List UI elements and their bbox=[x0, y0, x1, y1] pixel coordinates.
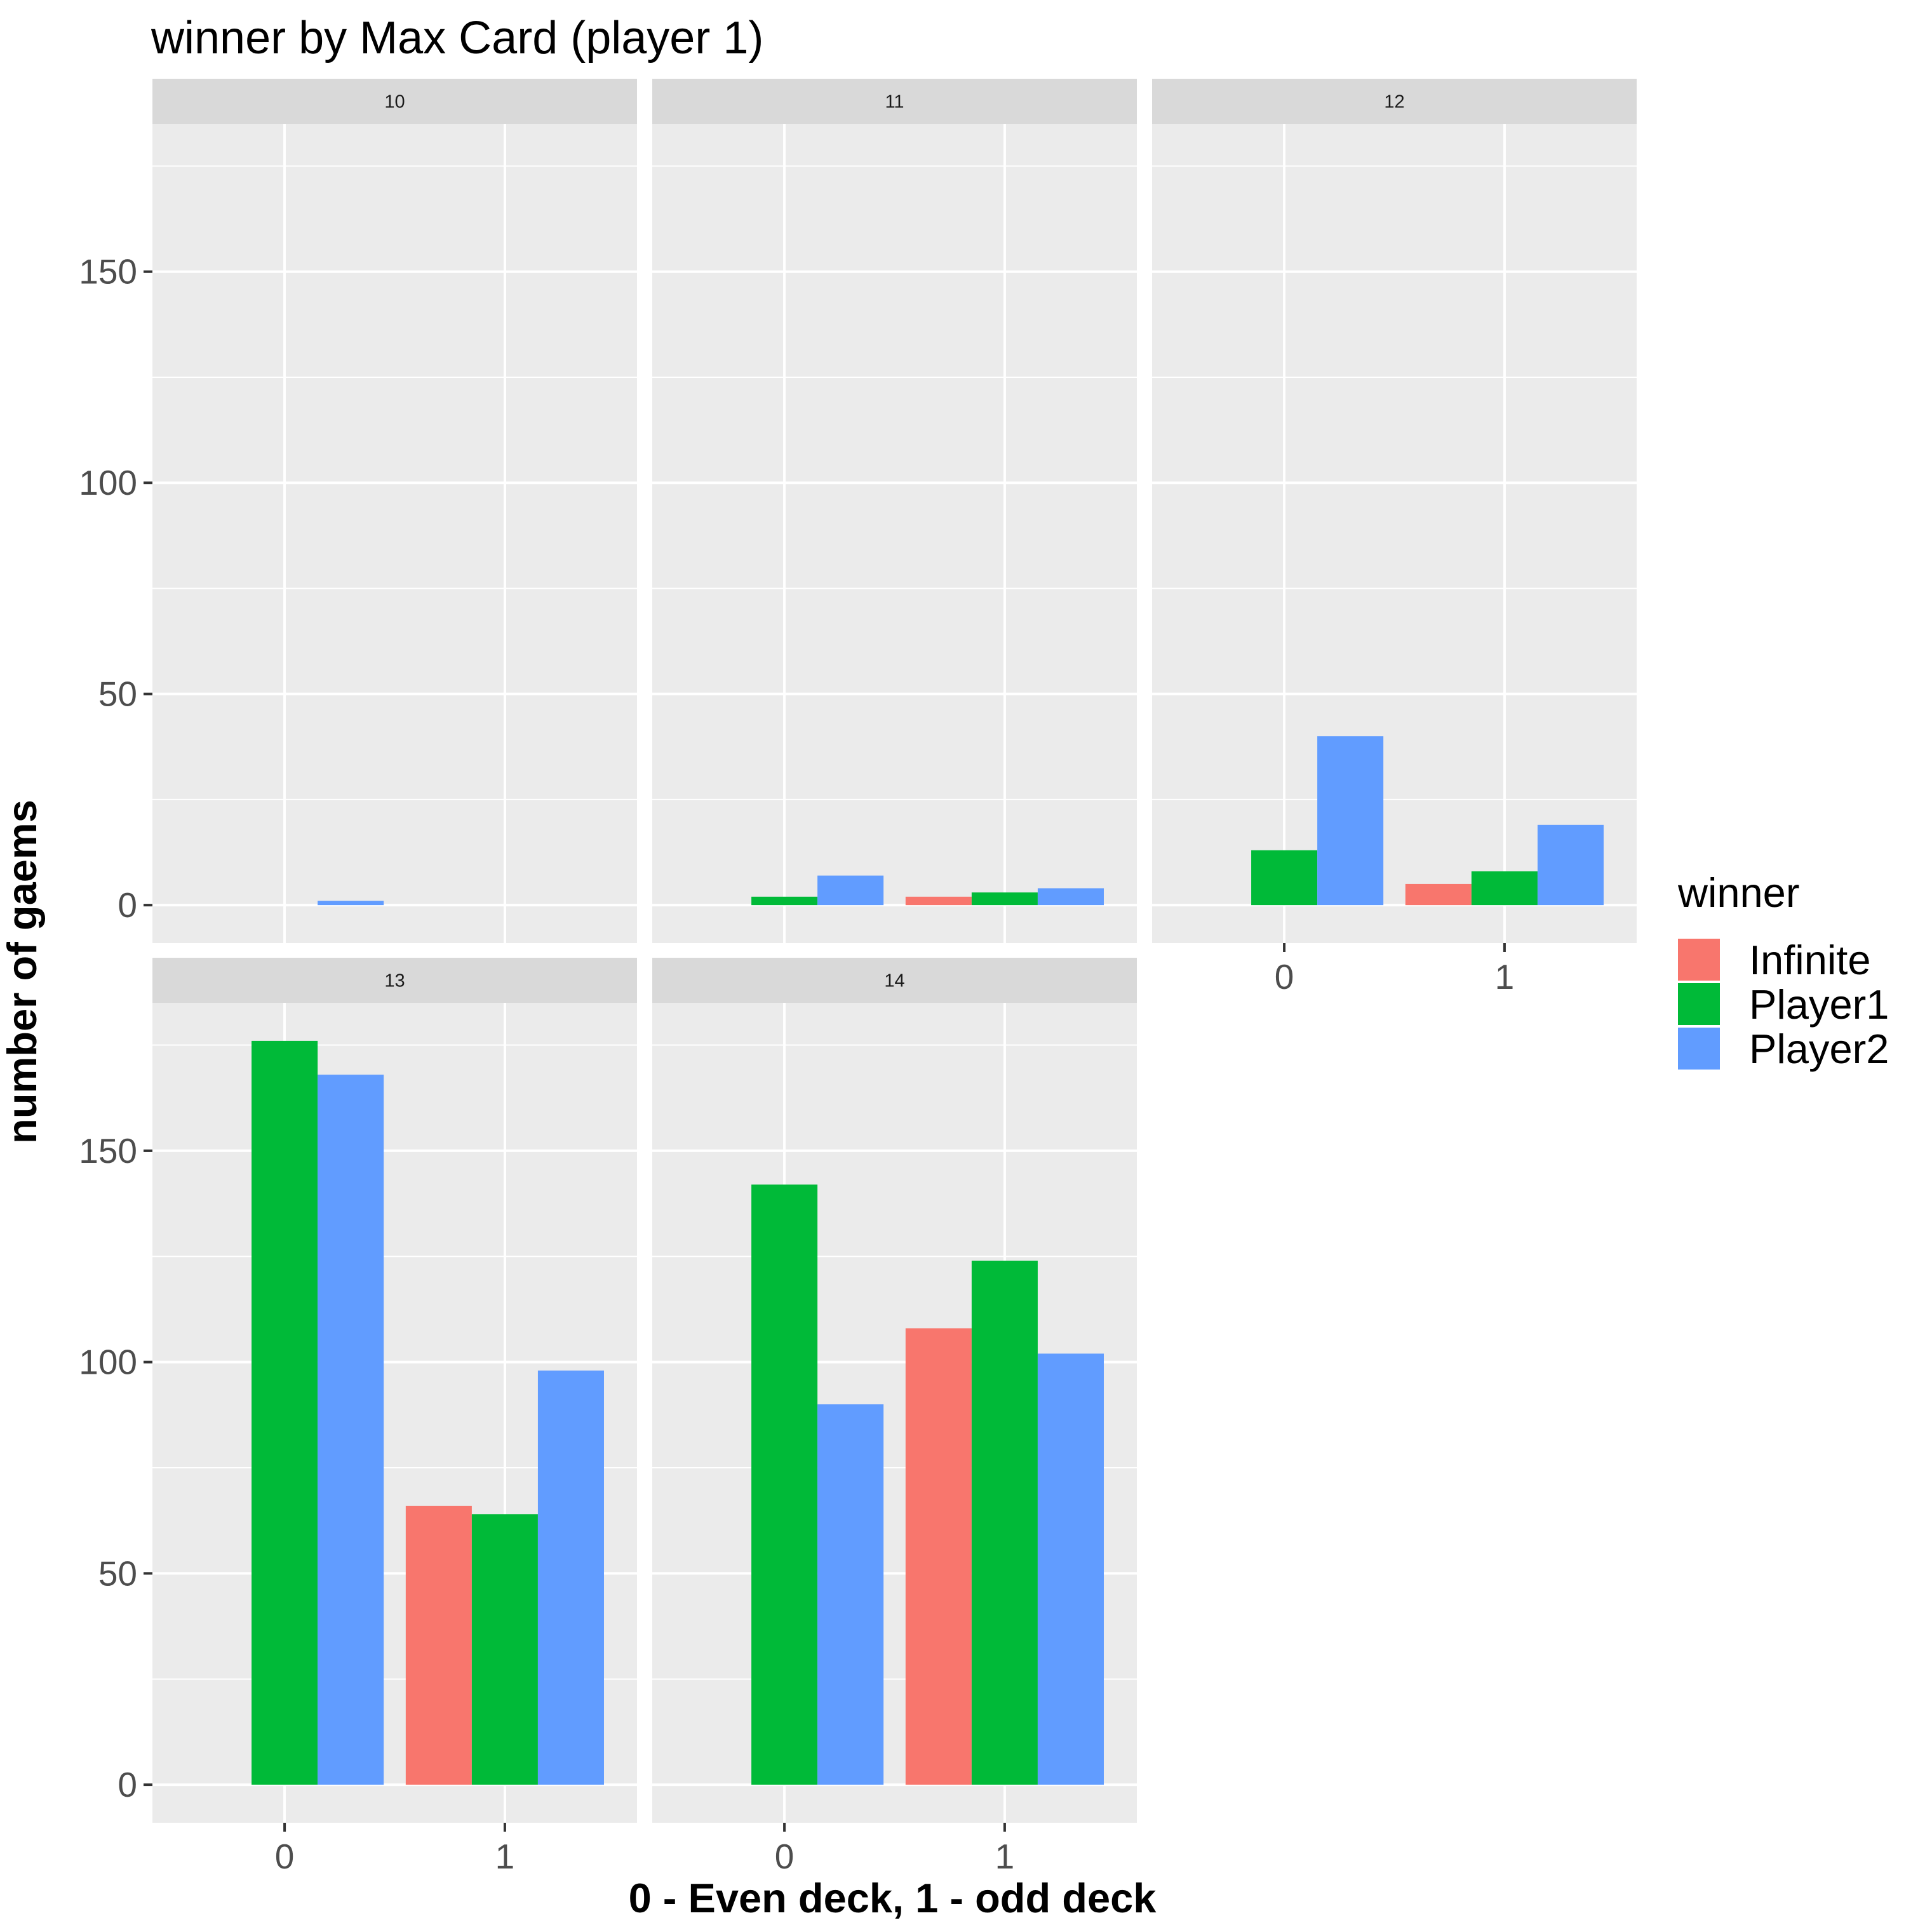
bar-infinite-1 bbox=[905, 1328, 972, 1785]
bar-player2-0 bbox=[817, 875, 884, 906]
panel-background bbox=[1152, 124, 1637, 943]
bar-player2-0 bbox=[318, 901, 384, 906]
bar-player2-1 bbox=[1037, 888, 1104, 906]
bar-player1-1 bbox=[471, 1514, 538, 1785]
legend-title: winner bbox=[1677, 869, 1799, 916]
y-tick-label: 0 bbox=[117, 1765, 137, 1804]
bar-player2-0 bbox=[1317, 736, 1384, 906]
legend-swatch-infinite bbox=[1678, 939, 1720, 981]
bar-player2-1 bbox=[537, 1370, 604, 1785]
y-axis-title: number of gaems bbox=[0, 800, 45, 1144]
bar-player1-0 bbox=[751, 896, 818, 906]
bar-player2-0 bbox=[318, 1075, 384, 1785]
facet-panel-10: 10 bbox=[152, 79, 637, 943]
x-tick-label: 0 bbox=[275, 1837, 295, 1876]
y-tick-label: 50 bbox=[98, 674, 137, 714]
facet-strip-label: 14 bbox=[884, 971, 904, 991]
y-axes: 0 50 100 150 0 50 100 150 bbox=[79, 252, 152, 1804]
x-tick-label: 0 bbox=[775, 1837, 795, 1876]
y-tick-label: 50 bbox=[98, 1553, 137, 1593]
facet-strip-label: 12 bbox=[1384, 92, 1404, 112]
bar-player1-0 bbox=[252, 1040, 318, 1785]
y-tick-label: 100 bbox=[79, 463, 137, 502]
y-tick-label: 0 bbox=[117, 885, 137, 925]
bar-infinite-1 bbox=[1405, 883, 1472, 906]
bar-player1-0 bbox=[751, 1184, 818, 1785]
legend-swatch-player2 bbox=[1678, 1028, 1720, 1070]
legend-label-player2: Player2 bbox=[1749, 1026, 1889, 1072]
facet-panel-14: 14 bbox=[652, 958, 1137, 1823]
y-tick-label: 150 bbox=[79, 252, 137, 292]
facet-strip bbox=[152, 79, 637, 124]
facet-strip bbox=[652, 79, 1137, 124]
bar-player1-1 bbox=[971, 892, 1038, 906]
bar-player2-1 bbox=[1537, 824, 1604, 906]
facet-strip bbox=[1152, 79, 1637, 124]
bar-infinite-1 bbox=[405, 1505, 472, 1785]
x-axes: 0 1 0 1 0 1 bbox=[275, 943, 1514, 1876]
bar-infinite-1 bbox=[905, 896, 972, 906]
bar-player1-1 bbox=[971, 1260, 1038, 1785]
bar-player1-0 bbox=[1251, 850, 1318, 906]
bar-player2-1 bbox=[1037, 1353, 1104, 1785]
legend-label-infinite: Infinite bbox=[1749, 937, 1871, 983]
bar-player1-1 bbox=[1471, 871, 1538, 906]
facet-strip-label: 10 bbox=[384, 92, 405, 112]
panel-background bbox=[152, 124, 637, 943]
y-tick-label: 150 bbox=[79, 1131, 137, 1171]
x-tick-label: 1 bbox=[1495, 957, 1515, 996]
x-tick-label: 0 bbox=[1275, 957, 1294, 996]
chart-title: winner by Max Card (player 1) bbox=[151, 13, 763, 64]
x-axis-title: 0 - Even deck, 1 - odd deck bbox=[629, 1875, 1157, 1921]
x-tick-label: 1 bbox=[995, 1837, 1015, 1876]
facet-panel-11: 11 bbox=[652, 79, 1137, 943]
facet-panel-13: 13 bbox=[152, 958, 637, 1823]
facet-strip-label: 13 bbox=[384, 971, 405, 991]
panel-background bbox=[652, 124, 1137, 943]
facet-strip bbox=[652, 958, 1137, 1003]
facet-strip-label: 11 bbox=[885, 92, 904, 112]
legend-swatch-player1 bbox=[1678, 983, 1720, 1025]
x-tick-label: 1 bbox=[495, 1837, 515, 1876]
facet-strip bbox=[152, 958, 637, 1003]
facet-panel-12: 12 bbox=[1152, 79, 1637, 943]
bar-player2-0 bbox=[817, 1404, 884, 1785]
legend-label-player1: Player1 bbox=[1749, 981, 1889, 1028]
y-tick-label: 100 bbox=[79, 1343, 137, 1382]
